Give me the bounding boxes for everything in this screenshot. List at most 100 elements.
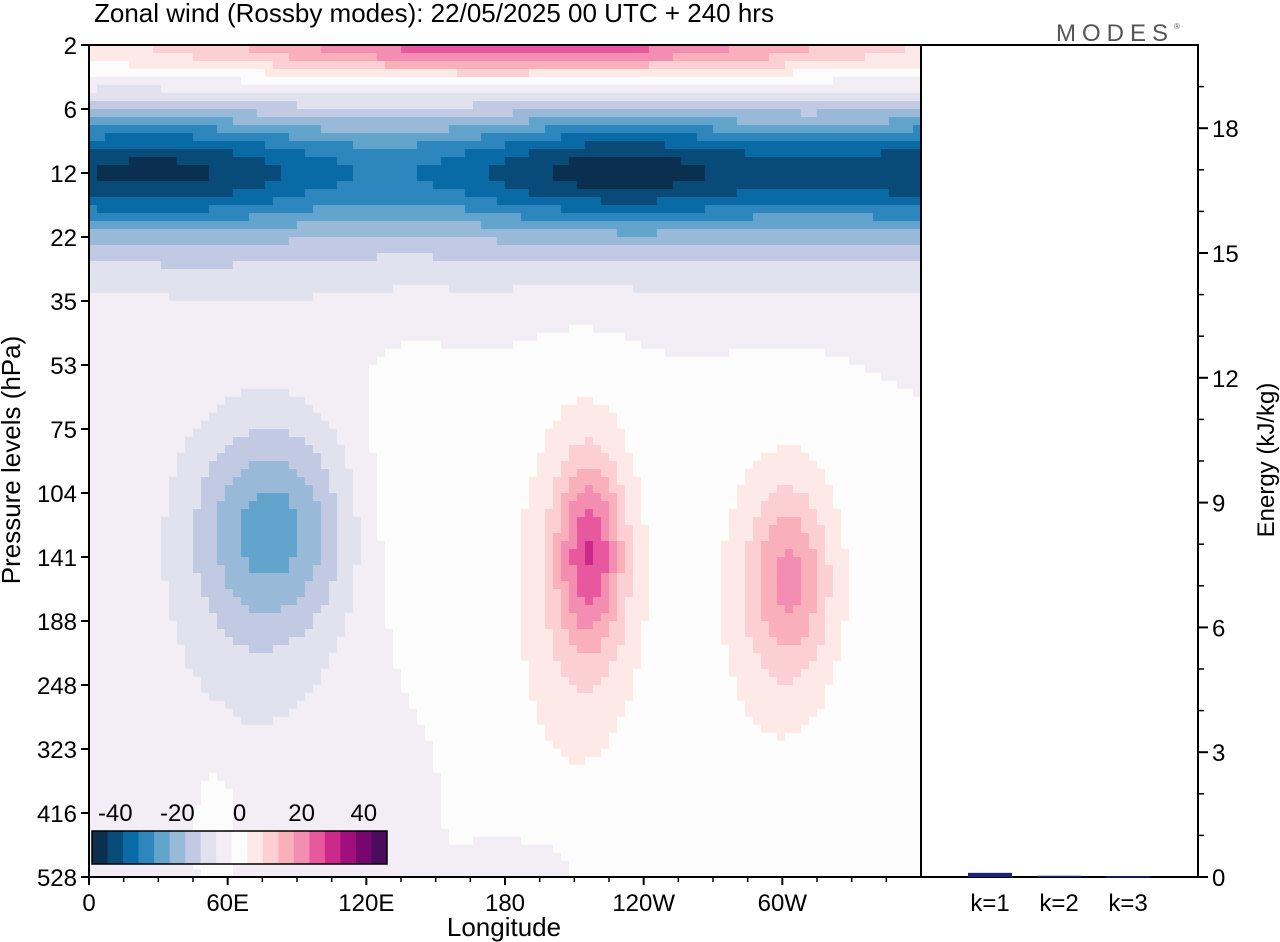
heatmap-cell: [713, 237, 722, 246]
heatmap-cell: [377, 277, 386, 286]
heatmap-cell: [737, 173, 746, 182]
heatmap-cell: [593, 141, 602, 150]
heatmap-cell: [201, 173, 210, 182]
heatmap-cell: [617, 285, 626, 294]
heatmap-cell: [913, 141, 921, 150]
heatmap-cell: [617, 197, 626, 206]
heatmap-cell: [689, 53, 698, 62]
heatmap-cell: [537, 189, 546, 198]
heatmap-cell: [305, 181, 314, 190]
heatmap-cell: [209, 149, 218, 158]
heatmap-cell: [401, 133, 410, 142]
heatmap-cell: [177, 325, 186, 334]
heatmap-cell: [129, 221, 138, 230]
heatmap-cell: [249, 277, 258, 286]
heatmap-cell: [889, 253, 898, 262]
heatmap-cell: [657, 125, 666, 134]
heatmap-cell: [393, 301, 402, 310]
heatmap-cell: [537, 309, 546, 318]
heatmap-cell: [641, 85, 650, 94]
heatmap-cell: [809, 317, 818, 326]
heatmap-cell: [457, 117, 466, 126]
heatmap-cell: [513, 381, 522, 390]
heatmap-cell: [841, 205, 850, 214]
heatmap-cell: [185, 325, 194, 334]
heatmap-cell: [337, 53, 346, 62]
heatmap-cell: [545, 213, 554, 222]
heatmap-cell: [737, 357, 746, 366]
heatmap-cell: [721, 365, 730, 374]
heatmap-cell: [649, 365, 658, 374]
heatmap-cell: [505, 157, 514, 166]
heatmap-cell: [233, 293, 242, 302]
heatmap-cell: [545, 77, 554, 86]
heatmap-cell: [721, 381, 730, 390]
heatmap-cell: [881, 117, 890, 126]
heatmap-cell: [193, 85, 202, 94]
heatmap-cell: [777, 165, 786, 174]
heatmap-cell: [457, 109, 466, 118]
heatmap-cell: [897, 85, 906, 94]
heatmap-cell: [393, 133, 402, 142]
heatmap-cell: [753, 133, 762, 142]
heatmap-cell: [785, 237, 794, 246]
heatmap-cell: [137, 109, 146, 118]
heatmap-cell: [713, 309, 722, 318]
heatmap-cell: [257, 261, 266, 270]
heatmap-cell: [601, 157, 610, 166]
heatmap-cell: [793, 93, 802, 102]
heatmap-cell: [865, 421, 874, 430]
heatmap-cell: [481, 245, 490, 254]
heatmap-cell: [185, 69, 194, 78]
heatmap-cell: [145, 69, 154, 78]
heatmap-cell: [697, 109, 706, 118]
heatmap-cell: [249, 165, 258, 174]
heatmap-cell: [353, 237, 362, 246]
heatmap-cell: [705, 85, 714, 94]
heatmap-cell: [257, 53, 266, 62]
heatmap-cell: [657, 333, 666, 342]
heatmap-cell: [273, 253, 282, 262]
heatmap-cell: [521, 141, 530, 150]
heatmap-cell: [153, 237, 162, 246]
heatmap-cell: [841, 181, 850, 190]
heatmap-cell: [721, 101, 730, 110]
heatmap-cell: [913, 61, 921, 70]
heatmap-cell: [177, 77, 186, 86]
heatmap-cell: [241, 325, 250, 334]
heatmap-cell: [401, 365, 410, 374]
heatmap-cell: [601, 101, 610, 110]
heatmap-cell: [905, 173, 914, 182]
heatmap-cell: [417, 269, 426, 278]
heatmap-cell: [577, 93, 586, 102]
heatmap-cell: [145, 101, 154, 110]
heatmap-cell: [857, 69, 866, 78]
heatmap-cell: [377, 85, 386, 94]
heatmap-cell: [569, 245, 578, 254]
heatmap-cell: [401, 229, 410, 238]
heatmap-cell: [633, 413, 642, 422]
heatmap-cell: [241, 213, 250, 222]
heatmap-cell: [633, 357, 642, 366]
heatmap-cell: [697, 101, 706, 110]
heatmap-cell: [793, 293, 802, 302]
heatmap-cell: [465, 53, 474, 62]
heatmap-cell: [153, 165, 162, 174]
heatmap-cell: [777, 229, 786, 238]
heatmap-cell: [689, 69, 698, 78]
heatmap-cell: [265, 253, 274, 262]
heatmap-cell: [113, 165, 122, 174]
heatmap-cell: [473, 101, 482, 110]
heatmap-cell: [393, 197, 402, 206]
heatmap-cell: [361, 85, 370, 94]
heatmap-cell: [137, 205, 146, 214]
heatmap-cell: [753, 45, 762, 54]
heatmap-cell: [641, 309, 650, 318]
heatmap-cell: [553, 205, 562, 214]
heatmap-cell: [513, 213, 522, 222]
heatmap-cell: [129, 101, 138, 110]
heatmap-cell: [729, 157, 738, 166]
heatmap-cell: [881, 269, 890, 278]
heatmap-cell: [849, 405, 858, 414]
heatmap-cell: [793, 365, 802, 374]
